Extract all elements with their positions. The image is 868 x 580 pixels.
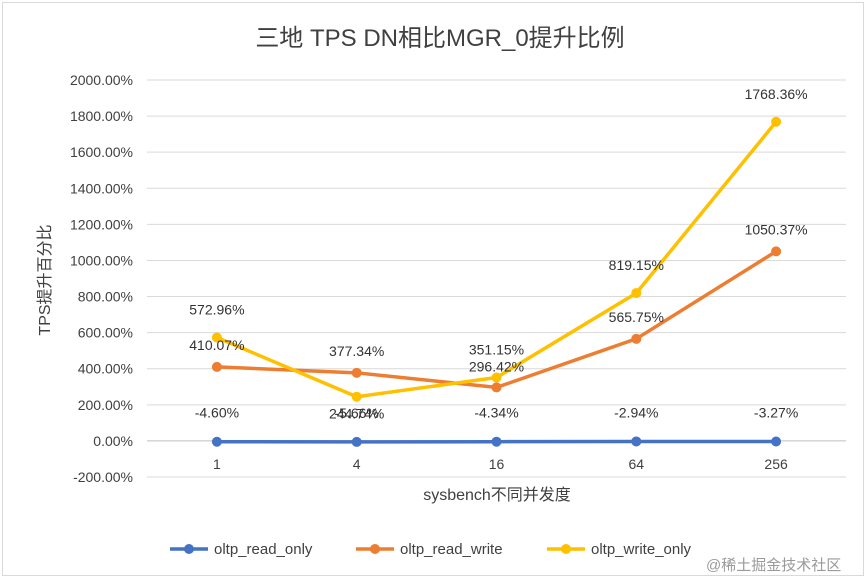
- data-point-oltp_write_only: [631, 288, 642, 299]
- data-point-oltp_read_write: [771, 246, 782, 257]
- data-label-oltp_read_write: 410.07%: [189, 337, 244, 353]
- y-axis-label: TPS提升百分比: [36, 224, 54, 335]
- data-label-oltp_read_write: 1050.37%: [745, 221, 808, 237]
- y-tick-label: 1800.00%: [70, 108, 133, 124]
- data-label-oltp_write_only: 244.74%: [329, 406, 384, 422]
- data-label-oltp_read_only: -3.27%: [754, 404, 798, 420]
- data-point-oltp_read_only: [351, 436, 362, 447]
- y-tick-label: 200.00%: [78, 397, 133, 413]
- y-tick-label: 800.00%: [78, 289, 133, 305]
- data-label-oltp_write_only: 572.96%: [189, 302, 244, 318]
- data-point-oltp_write_only: [491, 372, 502, 383]
- data-point-oltp_read_write: [491, 382, 502, 393]
- x-axis-ticks: 1 4 16 64 256: [213, 456, 788, 472]
- data-label-oltp_write_only: 1768.36%: [745, 86, 808, 102]
- series-group: [211, 116, 782, 447]
- data-label-oltp_read_only: -4.34%: [474, 405, 518, 421]
- x-tick-label: 64: [629, 456, 645, 472]
- legend-marker-oltp_write_only: [561, 544, 571, 554]
- data-point-oltp_read_only: [211, 436, 222, 447]
- y-tick-label: 600.00%: [78, 325, 133, 341]
- legend-entry: oltp_read_write: [400, 541, 503, 558]
- data-label-oltp_read_write: 377.34%: [329, 343, 384, 359]
- y-tick-label: 400.00%: [78, 361, 133, 377]
- data-label-oltp_read_only: -2.94%: [614, 404, 658, 420]
- chart-title: 三地 TPS DN相比MGR_0提升比例: [255, 25, 624, 52]
- x-tick-label: 4: [353, 456, 361, 472]
- data-point-oltp_write_only: [351, 391, 362, 402]
- legend-marker-oltp_read_write: [370, 544, 380, 554]
- data-point-oltp_write_only: [211, 332, 222, 343]
- y-tick-label: 2000.00%: [70, 72, 133, 88]
- x-tick-label: 256: [764, 456, 788, 472]
- data-label-oltp_read_only: -4.60%: [195, 405, 239, 421]
- data-point-oltp_read_only: [631, 436, 642, 447]
- data-label-oltp_write_only: 819.15%: [609, 257, 664, 273]
- data-label-oltp_read_write: 296.42%: [469, 358, 524, 374]
- data-label-oltp_write_only: 351.15%: [469, 342, 524, 358]
- y-tick-label: 1600.00%: [70, 144, 133, 160]
- legend-entry: oltp_read_only: [214, 541, 313, 558]
- y-tick-label: 1200.00%: [70, 216, 133, 232]
- legend-marker-oltp_read_only: [184, 544, 194, 554]
- y-tick-label: 1000.00%: [70, 252, 133, 268]
- data-point-oltp_read_write: [631, 333, 642, 344]
- data-point-oltp_read_write: [211, 361, 222, 372]
- data-point-oltp_read_only: [491, 436, 502, 447]
- x-axis-label: sysbench不同并发度: [423, 486, 571, 504]
- y-tick-label: 1400.00%: [70, 180, 133, 196]
- data-point-oltp_read_only: [771, 436, 782, 447]
- data-label-oltp_read_write: 565.75%: [609, 309, 664, 325]
- legend-entry: oltp_write_only: [591, 541, 692, 558]
- y-tick-label: -200.00%: [73, 469, 133, 485]
- data-point-oltp_read_write: [351, 367, 362, 378]
- data-labels: -4.60% -5.66% -4.34% -2.94% -3.27% 410.07% 377…: [189, 86, 807, 422]
- y-axis-ticks: -200.00% 0.00% 200.00% 400.00% 600.00% 800.00…: [70, 72, 133, 485]
- x-tick-label: 1: [213, 456, 221, 472]
- watermark: @稀土掘金技术社区: [706, 557, 841, 574]
- y-tick-label: 0.00%: [93, 433, 133, 449]
- data-point-oltp_write_only: [771, 116, 782, 127]
- legend: oltp_read_only oltp_read_write oltp_write_…: [170, 541, 692, 558]
- x-tick-label: 16: [489, 456, 505, 472]
- data-label-oltp_read_only: -5.66%: [335, 405, 379, 421]
